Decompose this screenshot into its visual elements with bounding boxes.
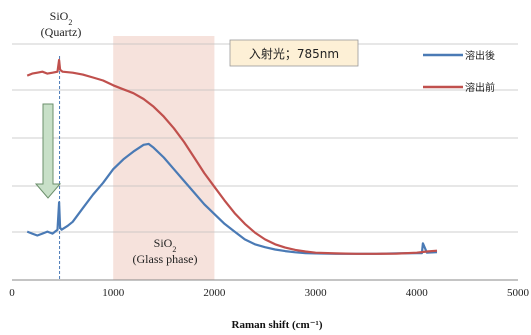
- quartz-phase-label: (Quartz): [41, 25, 82, 39]
- x-tick-label: 5000: [507, 287, 530, 299]
- glass-annotation: SiO2: [154, 236, 177, 254]
- x-tick-label: 2000: [203, 287, 226, 299]
- glass-formula-subscript: 2: [172, 245, 176, 254]
- excitation-label-box: [229, 39, 359, 67]
- excitation-label: 入射光；785nm: [249, 46, 339, 61]
- x-tick-label: 4000: [406, 287, 429, 299]
- quartz-formula: SiO: [50, 9, 69, 23]
- legend-label-before: 溶出前: [465, 81, 495, 94]
- grid-layer: [12, 43, 518, 280]
- x-tick-label: 3000: [305, 287, 328, 299]
- legend-label-after: 溶出後: [465, 49, 495, 62]
- series-line-before: [26, 58, 438, 255]
- quartz-formula-subscript: 2: [68, 18, 72, 27]
- glass-formula: SiO: [154, 236, 173, 250]
- quartz-annotation: SiO2: [50, 9, 73, 27]
- x-tick-label: 1000: [102, 287, 125, 299]
- glass-phase-label: (Glass phase): [133, 252, 198, 266]
- annotation-layer: 入射光；785nm SiO2 (Quartz) SiO2 (Glass phas…: [34, 9, 359, 266]
- x-tick-label: 0: [9, 287, 15, 299]
- axis-layer: 0 1000 2000 3000 4000 5000 Raman shift (cm⁻¹): [9, 279, 530, 331]
- decrease-arrow-icon: [34, 103, 62, 199]
- series-line-after: [26, 142, 438, 255]
- series-layer: [26, 58, 438, 255]
- x-axis-title: Raman shift (cm⁻¹): [232, 319, 323, 331]
